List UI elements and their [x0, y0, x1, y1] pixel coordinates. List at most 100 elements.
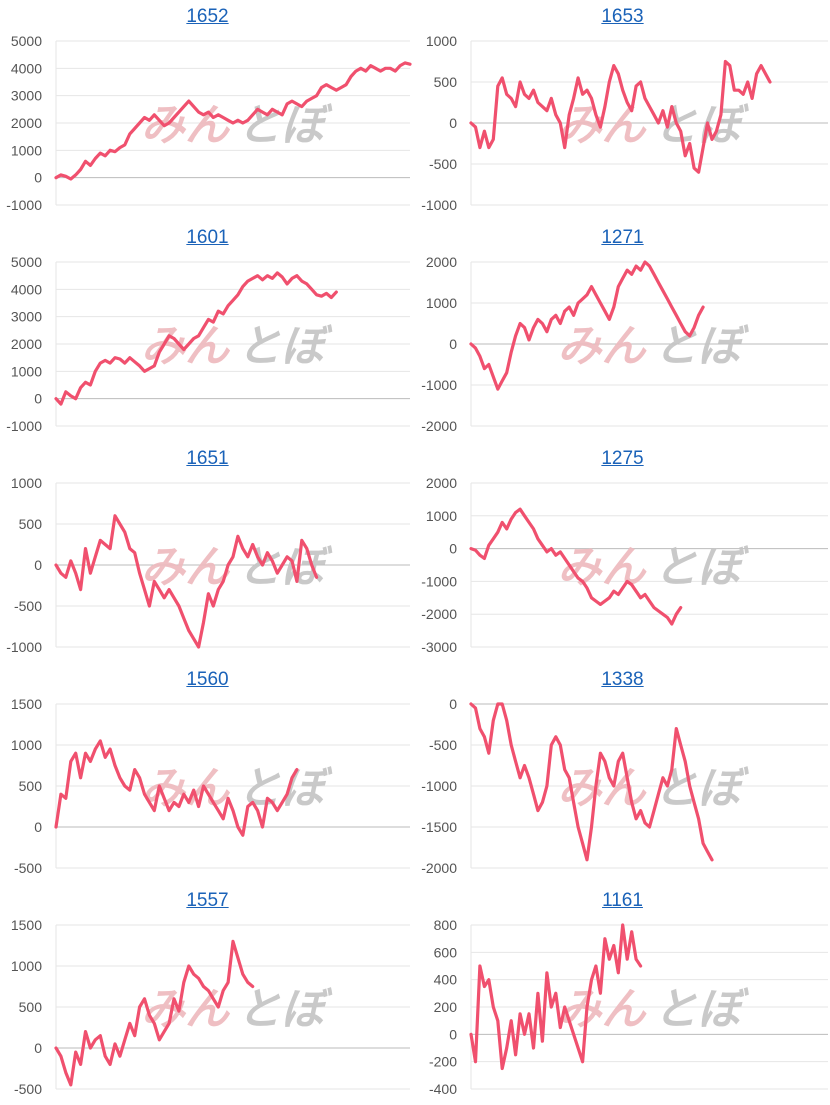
watermark-right-text: とぼ — [654, 542, 750, 593]
series-line — [54, 271, 338, 406]
watermark-logo: みん とぼ — [558, 100, 750, 151]
y-tick-label: 5000 — [11, 254, 42, 270]
y-tick-label: 800 — [434, 917, 458, 933]
y-tick-label: -1000 — [6, 197, 42, 213]
line-chart: -1000 -500 0 500 1000 みん とぼ — [421, 33, 828, 213]
watermark-right-text: とぼ — [654, 984, 750, 1035]
chart-title-link[interactable]: 1652 — [186, 6, 229, 27]
chart-panel: 1271 -2000 -1000 0 1000 2000 みん とぼ — [415, 221, 830, 442]
chart-panel: 1560 -500 0 500 1000 1500 みん とぼ — [0, 663, 415, 884]
y-tick-label: -1000 — [421, 377, 457, 393]
y-tick-label: -3000 — [421, 639, 457, 655]
chart-panel: 1275 -3000 -2000 -1000 0 1000 2000 みん とぼ — [415, 442, 830, 663]
watermark-logo: みん とぼ — [141, 100, 333, 151]
watermark-logo: みん とぼ — [141, 542, 333, 593]
y-tick-label: -500 — [14, 598, 42, 614]
watermark-right-text: とぼ — [654, 321, 750, 372]
chart-title-link[interactable]: 1557 — [186, 890, 229, 911]
y-tick-label: 3000 — [11, 309, 42, 325]
y-tick-label: 0 — [34, 170, 42, 186]
line-chart: -1000 -500 0 500 1000 みん とぼ — [6, 475, 410, 655]
line-chart: -2000 -1000 0 1000 2000 みん とぼ — [421, 254, 828, 434]
line-chart: -3000 -2000 -1000 0 1000 2000 みん とぼ — [421, 475, 828, 655]
y-tick-label: 500 — [19, 516, 43, 532]
line-chart: -1000 0 1000 2000 3000 4000 5000 みん とぼ — [6, 254, 410, 434]
series-line — [54, 514, 319, 649]
line-chart: -1000 0 1000 2000 3000 4000 5000 みん とぼ — [6, 33, 412, 213]
y-tick-label: 500 — [19, 999, 43, 1015]
y-tick-label: -2000 — [421, 606, 457, 622]
y-tick-label: 2000 — [426, 254, 457, 270]
y-tick-label: 500 — [434, 74, 458, 90]
series-line — [54, 739, 299, 837]
y-tick-label: 1000 — [426, 33, 457, 49]
chart-panel: 1653 -1000 -500 0 500 1000 みん とぼ — [415, 0, 830, 221]
series-line — [469, 923, 643, 1071]
y-tick-label: 0 — [34, 1040, 42, 1056]
chart-title-link[interactable]: 1601 — [186, 227, 229, 248]
chart-title-link[interactable]: 1560 — [186, 669, 229, 690]
line-chart: -500 0 500 1000 1500 みん とぼ — [11, 917, 410, 1097]
chart-panel: 1601 -1000 0 1000 2000 3000 4000 5000 みん とぼ — [0, 221, 415, 442]
y-tick-label: -2000 — [421, 418, 457, 434]
watermark-logo: みん とぼ — [141, 321, 333, 372]
watermark-right-text: とぼ — [237, 542, 333, 593]
y-tick-label: 1000 — [11, 958, 42, 974]
chart-panel: 1557 -500 0 500 1000 1500 みん とぼ — [0, 884, 415, 1105]
chart-title-link[interactable]: 1271 — [601, 227, 644, 248]
y-tick-label: -500 — [14, 860, 42, 876]
chart-panel: 1651 -1000 -500 0 500 1000 みん とぼ — [0, 442, 415, 663]
y-tick-label: 3000 — [11, 88, 42, 104]
y-tick-label: 0 — [449, 696, 457, 712]
watermark-right-text: とぼ — [654, 763, 750, 814]
chart-title-link[interactable]: 1651 — [186, 448, 229, 469]
series-line — [54, 61, 412, 181]
chart-title-link[interactable]: 1338 — [601, 669, 644, 690]
y-tick-label: 200 — [434, 999, 458, 1015]
series-line — [469, 507, 683, 626]
y-tick-label: -1000 — [6, 418, 42, 434]
y-tick-label: 1000 — [426, 295, 457, 311]
chart-panel: 1652 -1000 0 1000 2000 3000 4000 5000 みん とぼ — [0, 0, 415, 221]
y-tick-label: 4000 — [11, 281, 42, 297]
y-tick-label: 5000 — [11, 33, 42, 49]
y-tick-label: -500 — [429, 737, 457, 753]
y-tick-label: 2000 — [11, 336, 42, 352]
y-tick-label: 2000 — [426, 475, 457, 491]
chart-title-link[interactable]: 1653 — [601, 6, 644, 27]
y-tick-label: 0 — [449, 1026, 457, 1042]
watermark-right-text: とぼ — [654, 100, 750, 151]
watermark-logo: みん とぼ — [141, 984, 333, 1035]
y-tick-label: 1500 — [11, 696, 42, 712]
y-tick-label: 1000 — [11, 737, 42, 753]
watermark-right-text: とぼ — [237, 763, 333, 814]
y-tick-label: 1500 — [11, 917, 42, 933]
watermark-logo: みん とぼ — [558, 542, 750, 593]
y-tick-label: -1000 — [421, 573, 457, 589]
y-tick-label: 2000 — [11, 115, 42, 131]
chart-title-link[interactable]: 1275 — [601, 448, 644, 469]
chart-panel: 1161 -400 -200 0 200 400 600 800 みん とぼ — [415, 884, 830, 1105]
y-tick-label: 1000 — [11, 363, 42, 379]
chart-title-link[interactable]: 1161 — [602, 890, 643, 911]
y-tick-label: -500 — [429, 156, 457, 172]
y-tick-label: 500 — [19, 778, 43, 794]
watermark-logo: みん とぼ — [558, 321, 750, 372]
y-tick-label: 600 — [434, 944, 458, 960]
series-line — [54, 939, 255, 1087]
watermark-left-text: みん — [141, 100, 231, 151]
y-tick-label: 0 — [34, 557, 42, 573]
watermark-right-text: とぼ — [237, 321, 333, 372]
y-tick-label: 400 — [434, 972, 458, 988]
y-tick-label: -1500 — [421, 819, 457, 835]
y-tick-label: -200 — [429, 1054, 457, 1070]
y-tick-label: -2000 — [421, 860, 457, 876]
y-tick-label: 1000 — [11, 475, 42, 491]
y-tick-label: -1000 — [6, 639, 42, 655]
y-tick-label: -400 — [429, 1081, 457, 1097]
y-tick-label: -500 — [14, 1081, 42, 1097]
